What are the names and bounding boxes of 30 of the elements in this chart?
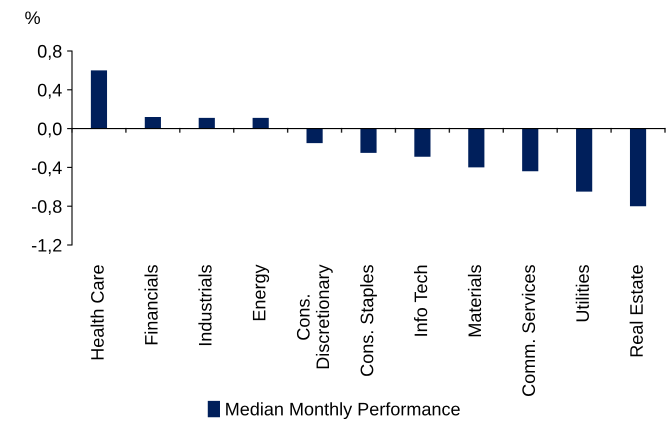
x-tick-label: Utilities <box>576 265 589 322</box>
y-tick-label: 0,0 <box>38 122 62 138</box>
x-tick-label: Health Care <box>90 265 104 360</box>
bar <box>468 128 484 168</box>
x-tick-label: Cons. Discretionary <box>296 264 333 368</box>
bar <box>522 128 538 172</box>
x-tick-label: Comm. Services <box>522 265 536 396</box>
y-tick-label: 0,4 <box>38 84 62 99</box>
x-tick-label: Financials <box>144 265 158 344</box>
x-tick-label: Cons. Staples <box>360 265 377 376</box>
x-tick-label: Materials <box>468 265 482 336</box>
bar <box>306 128 323 144</box>
y-tick-label: 0,8 <box>38 44 62 60</box>
bar <box>360 128 377 153</box>
legend-label: Median Monthly Performance <box>226 402 460 420</box>
bar <box>90 70 108 129</box>
bar <box>630 128 646 206</box>
x-tick-label: Real Estate <box>630 265 643 356</box>
bar <box>414 128 430 157</box>
x-tick-label: Industrials <box>198 265 212 346</box>
y-tick-label: -0,4 <box>32 161 62 176</box>
y-tick-label: -0,8 <box>32 200 62 216</box>
y-tick-label: -1,2 <box>32 238 62 254</box>
bar <box>252 118 269 129</box>
y-axis-title: % <box>25 11 40 24</box>
bar <box>198 118 215 129</box>
bar <box>144 116 161 129</box>
bar <box>576 128 592 192</box>
x-tick-label: Energy <box>252 264 270 320</box>
x-tick-label: Info Tech <box>414 266 428 336</box>
